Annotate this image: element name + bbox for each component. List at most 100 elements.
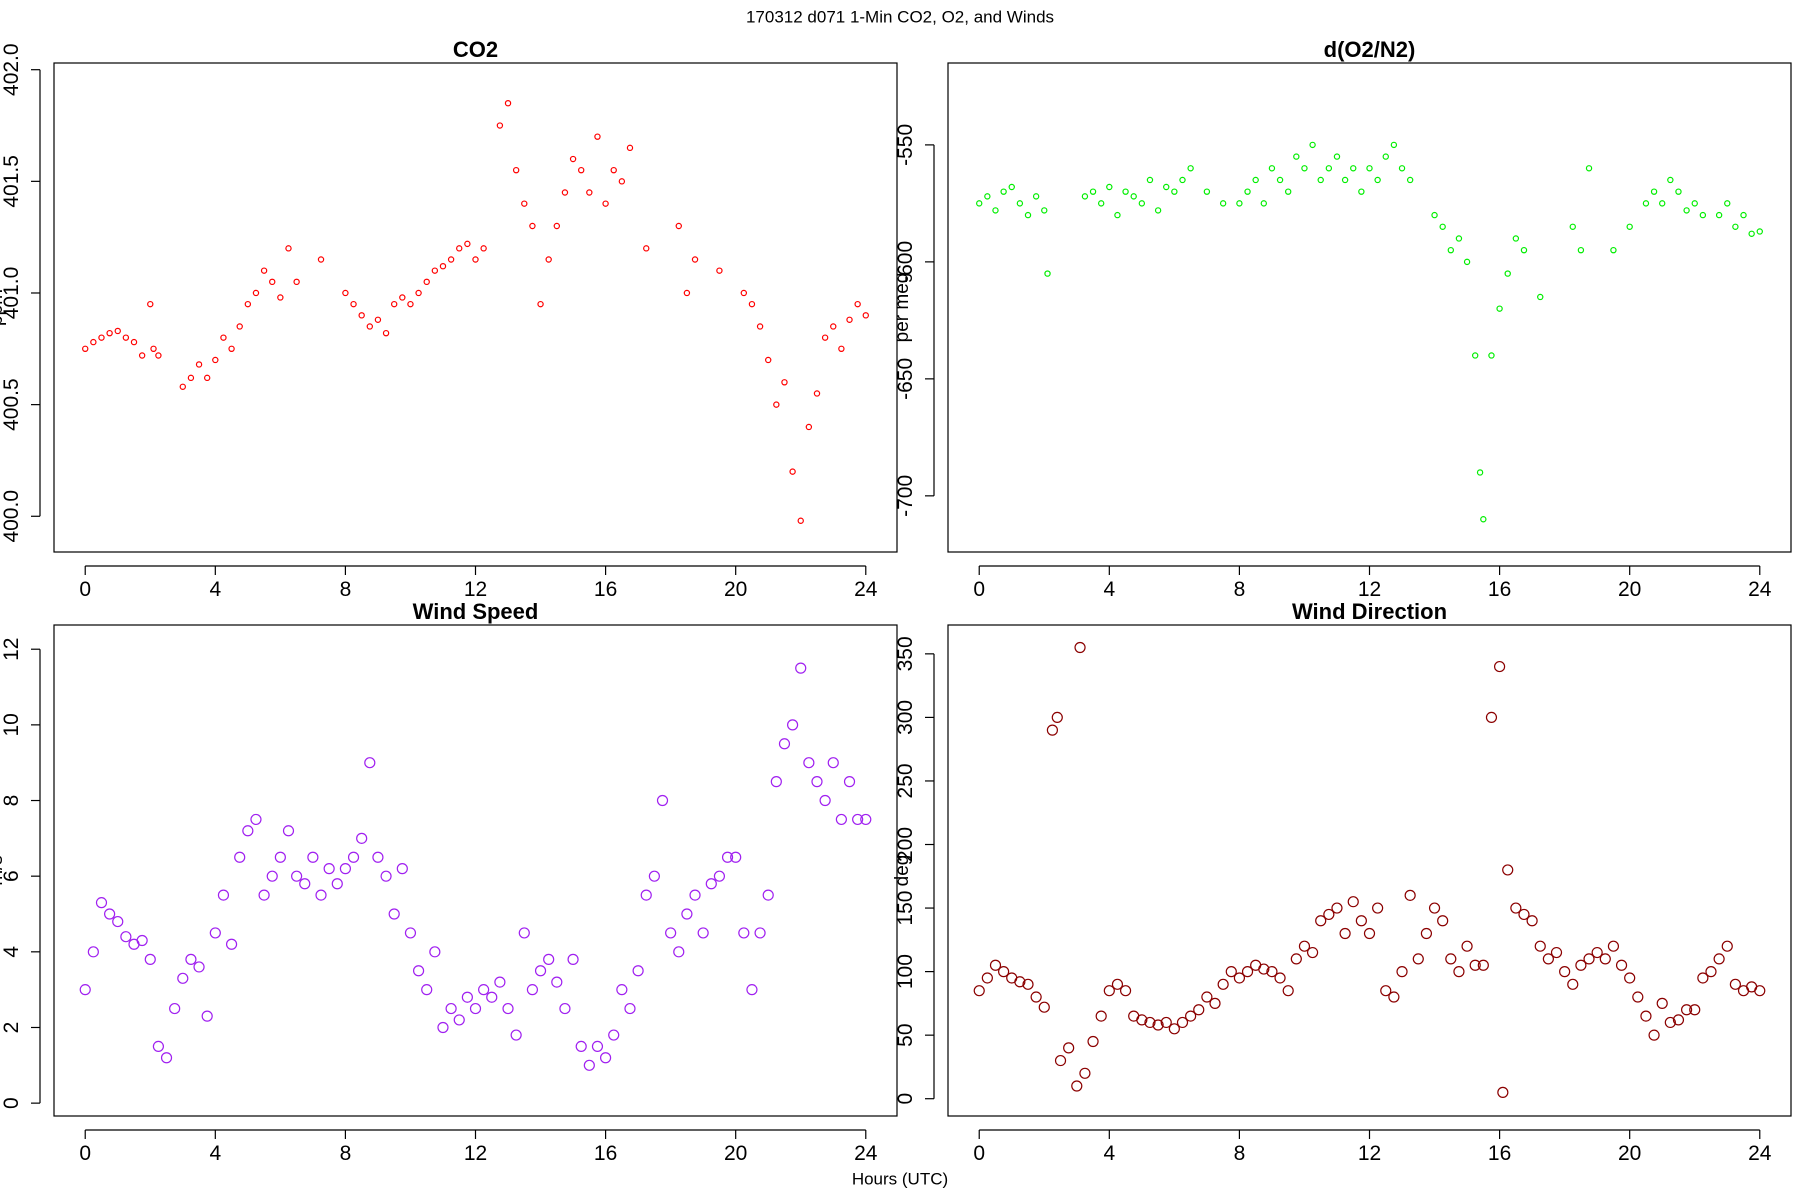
data-point: [388, 908, 400, 920]
data-point: [1038, 1001, 1050, 1013]
y-tick-label: -650: [894, 358, 917, 400]
data-point: [1732, 223, 1739, 230]
y-tick-label: 250: [894, 763, 917, 798]
data-point: [1585, 165, 1593, 172]
panel: d(O2/N2) 0 4 8 12 16 20 24 -700 -650 -600 -550 per m…: [892, 37, 1792, 601]
data-point: [1024, 211, 1032, 219]
y-tick-label: 2: [0, 1022, 23, 1034]
data-point: [854, 300, 861, 308]
data-point: [1193, 1004, 1205, 1016]
data-point: [762, 889, 774, 901]
data-point: [583, 1059, 595, 1071]
data-point: [1014, 976, 1026, 988]
data-point: [1610, 246, 1617, 254]
data-point: [1607, 940, 1620, 952]
data-point: [805, 423, 813, 431]
data-point: [201, 1010, 213, 1022]
data-point: [1063, 1042, 1075, 1054]
data-point: [252, 289, 260, 297]
x-tick-label: 8: [1234, 578, 1246, 601]
data-point: [567, 953, 579, 965]
data-point: [1258, 963, 1270, 975]
data-point: [1740, 211, 1747, 219]
data-point: [821, 334, 829, 341]
data-point: [1130, 193, 1137, 200]
data-point: [1358, 188, 1365, 195]
data-point: [1111, 978, 1124, 990]
data-point: [1274, 972, 1286, 984]
data-point: [220, 334, 227, 341]
x-axis-label: Hours (UTC): [852, 1169, 948, 1188]
data-point: [380, 870, 392, 882]
data-point: [1022, 978, 1034, 990]
data-point: [1624, 972, 1636, 984]
x-tick-label: 4: [1103, 578, 1115, 601]
data-point: [843, 776, 856, 788]
data-point: [1396, 966, 1408, 978]
data-point: [1754, 985, 1766, 997]
data-point: [1350, 165, 1357, 172]
data-point: [1388, 991, 1400, 1003]
data-point: [1461, 940, 1473, 952]
data-point: [1244, 188, 1251, 195]
data-point: [616, 984, 628, 996]
data-point: [545, 256, 552, 263]
data-point: [456, 245, 463, 252]
data-point: [510, 1029, 522, 1041]
data-point: [1323, 908, 1335, 921]
data-point: [106, 329, 113, 337]
data-point: [797, 517, 804, 524]
data-point: [705, 878, 717, 890]
data-point: [1044, 270, 1051, 277]
data-point: [1502, 864, 1514, 876]
data-point: [748, 300, 756, 308]
data-point: [339, 863, 352, 875]
x-tick-label: 16: [1488, 1142, 1511, 1165]
data-point: [486, 991, 498, 1003]
data-point: [1455, 235, 1463, 242]
y-axis-label: deg: [892, 855, 913, 887]
data-point: [1463, 258, 1471, 266]
data-point: [1087, 1035, 1099, 1048]
data-point: [1366, 165, 1373, 172]
data-point: [95, 897, 108, 909]
y-tick-label: 50: [894, 1023, 917, 1046]
data-point: [187, 374, 195, 382]
panel-title: Wind Direction: [1292, 599, 1447, 624]
data-point: [453, 1014, 465, 1026]
data-point: [976, 200, 983, 207]
data-point: [529, 222, 536, 230]
data-point: [90, 338, 97, 346]
data-point: [277, 294, 284, 301]
y-axis-label: m/s: [0, 855, 7, 886]
data-point: [404, 927, 417, 939]
data-point: [1537, 293, 1544, 301]
data-point: [1510, 902, 1522, 914]
x-tick-label: 4: [1103, 1142, 1115, 1165]
data-point: [1074, 641, 1086, 654]
data-point: [1106, 183, 1113, 191]
data-point: [1051, 711, 1063, 724]
data-point: [860, 813, 872, 826]
y-tick-label: 400.5: [0, 378, 23, 431]
data-point: [1146, 176, 1154, 184]
data-point: [234, 851, 246, 863]
data-point: [518, 927, 530, 939]
data-point: [347, 851, 360, 863]
x-tick-label: 12: [464, 578, 487, 601]
y-tick-label: 401.5: [0, 155, 23, 208]
x-tick-label: 20: [724, 578, 747, 601]
data-point: [610, 166, 617, 174]
data-point: [1233, 972, 1246, 984]
data-point: [342, 289, 349, 297]
data-point: [1341, 176, 1349, 184]
data-point: [1097, 200, 1105, 207]
data-point: [673, 946, 685, 958]
data-point: [1493, 660, 1506, 673]
data-point: [1144, 1016, 1156, 1029]
x-tick-label: 0: [973, 578, 985, 601]
data-point: [87, 946, 99, 958]
data-point: [1672, 1014, 1685, 1026]
y-tick-label: 200: [894, 827, 917, 862]
